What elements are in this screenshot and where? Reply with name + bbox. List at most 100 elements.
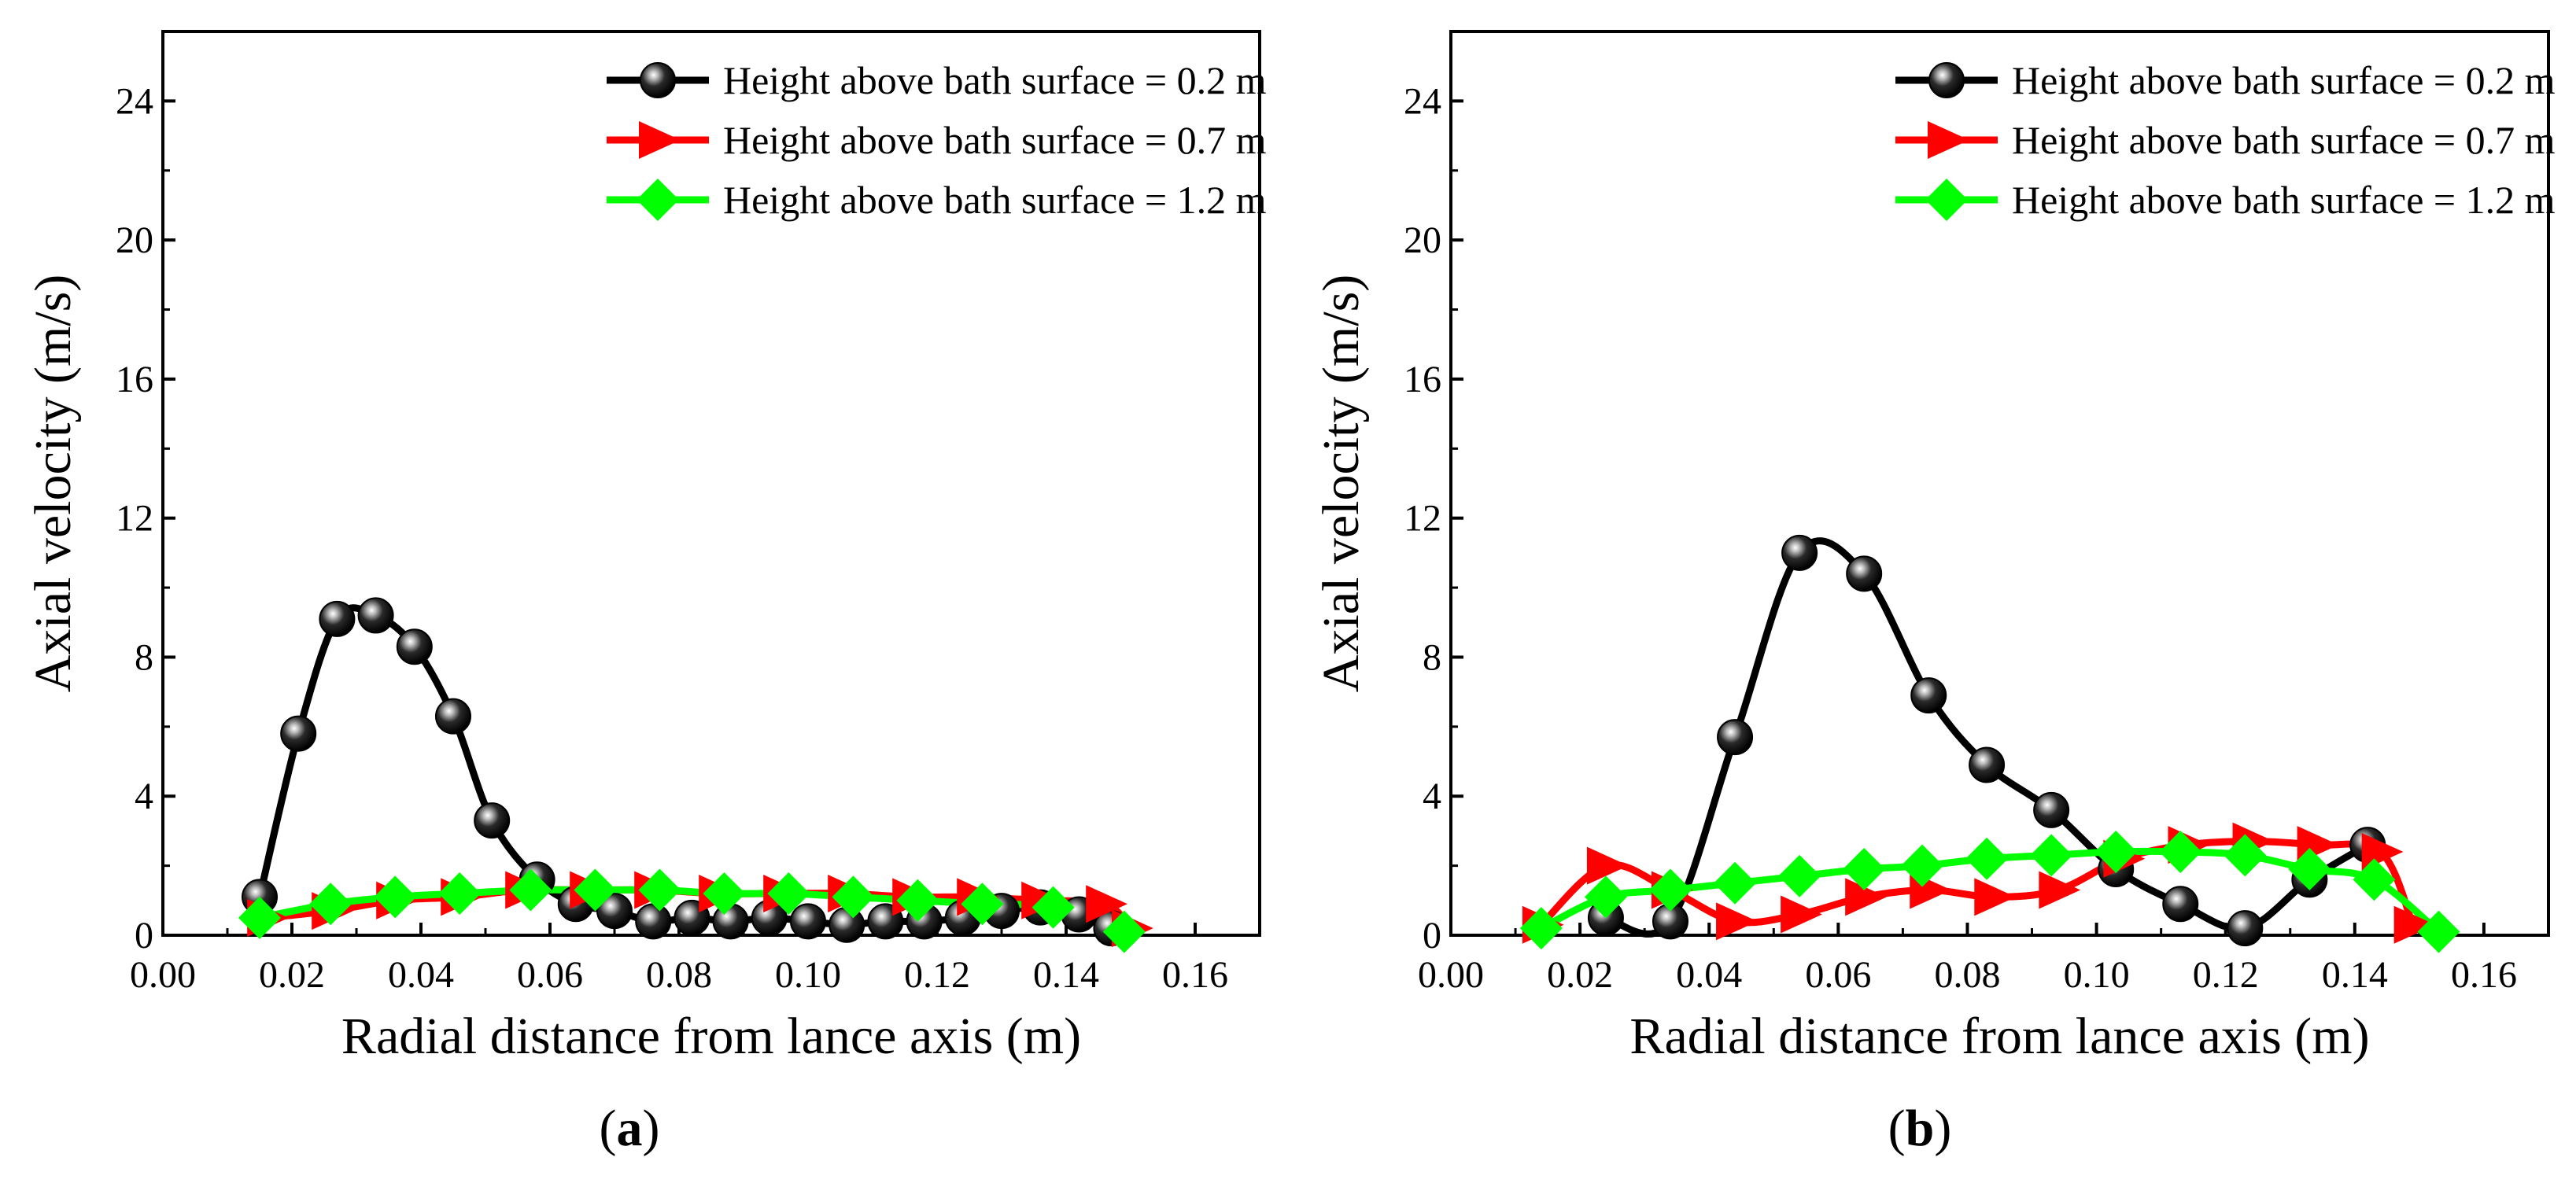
y-tick-label: 4 — [135, 776, 153, 817]
data-point-series-3 — [703, 872, 746, 915]
data-point-series-1 — [435, 698, 471, 735]
data-point-series-1 — [829, 906, 865, 943]
y-axis-title: Axial velocity (m/s) — [24, 275, 82, 693]
y-tick-label: 24 — [116, 80, 153, 122]
x-tick-label: 0.08 — [646, 954, 712, 996]
data-point-series-3 — [2030, 834, 2073, 877]
x-axis-title: Radial distance from lance axis (m) — [341, 1008, 1081, 1065]
data-point-series-3 — [961, 883, 1004, 926]
legend-label: Height above bath surface = 0.2 m — [723, 58, 1267, 102]
data-point-series-3 — [832, 875, 875, 919]
legend-marker — [639, 121, 681, 159]
data-point-series-3 — [438, 872, 482, 915]
x-tick-label: 0.14 — [1033, 954, 1099, 996]
data-point-series-1 — [2033, 791, 2070, 828]
x-tick-label: 0.16 — [1162, 954, 1228, 996]
data-point-series-3 — [374, 875, 417, 919]
data-point-series-3 — [1032, 886, 1075, 929]
x-tick-label: 0.10 — [2064, 954, 2130, 996]
data-point-series-2 — [1845, 878, 1887, 916]
x-tick-label: 0.04 — [388, 954, 454, 996]
legend-marker — [637, 179, 679, 221]
data-point-series-1 — [396, 628, 433, 665]
legend-marker — [1925, 179, 1968, 221]
data-point-series-2 — [1781, 895, 1822, 934]
y-tick-label: 8 — [135, 636, 153, 678]
data-point-series-1 — [1969, 746, 2006, 783]
data-point-series-3 — [1901, 844, 1944, 887]
data-point-series-1 — [790, 903, 826, 940]
data-point-series-1 — [1781, 534, 1818, 571]
data-point-series-3 — [1519, 907, 1563, 950]
data-point-series-3 — [1102, 910, 1146, 953]
data-point-series-2 — [1586, 846, 1629, 885]
data-point-series-1 — [357, 597, 394, 634]
data-point-series-3 — [767, 872, 810, 915]
data-point-series-2 — [1716, 902, 1758, 941]
data-point-series-2 — [1086, 885, 1127, 923]
x-tick-label: 0.06 — [517, 954, 583, 996]
data-point-series-1 — [635, 903, 672, 940]
data-point-series-3 — [896, 879, 939, 922]
data-point-series-1 — [319, 600, 356, 637]
data-point-series-2 — [1974, 878, 2017, 916]
y-tick-label: 0 — [135, 915, 153, 956]
legend-label: Height above bath surface = 0.7 m — [2012, 118, 2556, 162]
y-tick-label: 20 — [1404, 219, 1441, 261]
data-point-series-1 — [1846, 555, 1883, 592]
y-tick-label: 24 — [1404, 80, 1441, 122]
x-tick-label: 0.02 — [259, 954, 325, 996]
y-tick-label: 20 — [116, 219, 153, 261]
x-tick-label: 0.08 — [1934, 954, 2000, 996]
legend-label: Height above bath surface = 0.7 m — [723, 118, 1267, 162]
x-tick-label: 0.16 — [2451, 954, 2517, 996]
panel-label: (a) — [600, 1100, 660, 1157]
data-point-series-1 — [2162, 886, 2199, 923]
data-point-series-3 — [1649, 868, 1692, 912]
y-tick-label: 4 — [1423, 776, 1441, 817]
data-point-series-3 — [509, 868, 552, 912]
y-tick-label: 12 — [1404, 498, 1441, 540]
legend-label: Height above bath surface = 1.2 m — [2012, 178, 2556, 222]
data-point-series-3 — [2159, 830, 2202, 873]
data-point-series-3 — [1714, 861, 1757, 905]
data-point-series-1 — [712, 903, 749, 940]
data-point-series-3 — [1584, 875, 1627, 919]
panel-label: (b) — [1888, 1100, 1952, 1157]
data-point-series-3 — [2353, 858, 2396, 901]
x-tick-label: 0.12 — [2193, 954, 2259, 996]
x-tick-label: 0.00 — [130, 954, 196, 996]
data-point-series-1 — [474, 802, 511, 839]
x-tick-label: 0.12 — [904, 954, 970, 996]
data-point-series-1 — [2227, 910, 2264, 947]
x-tick-label: 0.00 — [1418, 954, 1484, 996]
x-tick-label: 0.04 — [1676, 954, 1742, 996]
x-tick-label: 0.02 — [1547, 954, 1613, 996]
y-tick-label: 12 — [116, 498, 153, 540]
legend-marker — [1928, 62, 1965, 98]
series-line-1 — [256, 604, 1115, 932]
data-point-series-3 — [2288, 848, 2331, 891]
legend-marker — [640, 62, 676, 98]
y-tick-label: 16 — [116, 359, 153, 400]
y-tick-label: 8 — [1423, 636, 1441, 678]
data-point-series-3 — [309, 883, 352, 926]
data-point-series-3 — [2094, 830, 2138, 873]
data-point-series-1 — [280, 715, 317, 752]
x-axis-title: Radial distance from lance axis (m) — [1629, 1008, 2369, 1065]
plot-frame — [161, 30, 1261, 937]
data-point-series-3 — [1778, 854, 1821, 897]
data-point-series-3 — [574, 868, 617, 912]
x-tick-label: 0.14 — [2322, 954, 2388, 996]
data-point-series-3 — [2224, 834, 2267, 877]
data-point-series-2 — [2393, 905, 2436, 944]
y-axis-title: Axial velocity (m/s) — [1312, 275, 1370, 693]
x-tick-label: 0.10 — [775, 954, 841, 996]
data-point-series-3 — [638, 868, 681, 912]
x-tick-label: 0.06 — [1805, 954, 1871, 996]
data-point-series-1 — [1910, 677, 1947, 714]
y-tick-label: 16 — [1404, 359, 1441, 400]
chart-panel-a: 0.00 0.02 0.04 0.06 0.08 0.10 0.12 0.14 0.16 0 4 8 1… — [24, 30, 1267, 1157]
